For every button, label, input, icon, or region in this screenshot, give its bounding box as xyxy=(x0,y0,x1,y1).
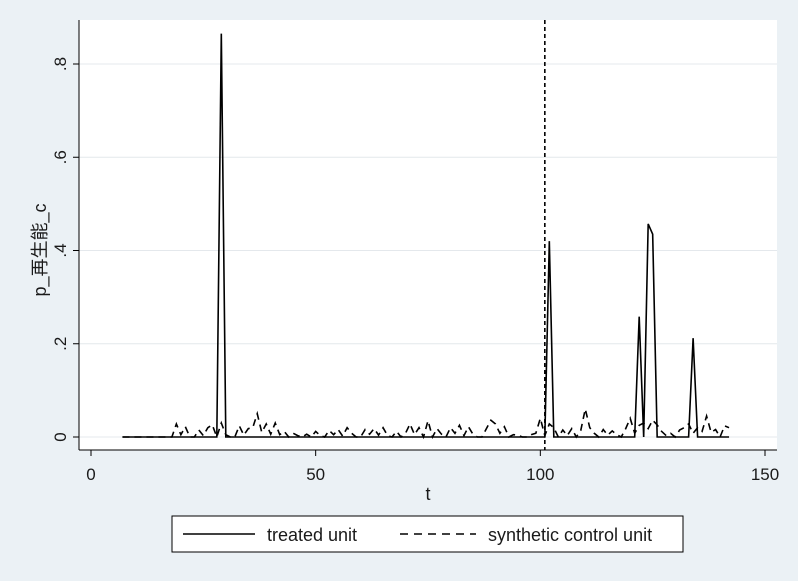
x-tick-label: 100 xyxy=(526,465,554,484)
x-tick-label: 0 xyxy=(86,465,95,484)
y-axis-title: p_再生能_c xyxy=(30,203,51,296)
y-tick-label: .8 xyxy=(51,57,70,71)
y-axis-ticks: 0 .2 .4 .6 .8 xyxy=(51,57,79,442)
x-axis-title: t xyxy=(425,484,430,504)
y-tick-label: 0 xyxy=(51,432,70,441)
y-tick-label: .2 xyxy=(51,337,70,351)
legend-label-treated: treated unit xyxy=(267,525,357,545)
x-axis-ticks: 0 50 100 150 xyxy=(86,450,779,484)
y-tick-label: .6 xyxy=(51,150,70,164)
series-layer xyxy=(122,33,730,440)
legend-box xyxy=(171,515,684,553)
x-tick-label: 50 xyxy=(306,465,325,484)
plot-area xyxy=(79,20,777,450)
legend: treated unit synthetic control unit xyxy=(171,515,684,553)
x-tick-label: 150 xyxy=(751,465,779,484)
legend-label-synthetic: synthetic control unit xyxy=(488,525,652,545)
y-tick-label: .4 xyxy=(51,243,70,257)
series-line-synthetic xyxy=(122,408,730,440)
series-line-treated xyxy=(122,33,730,438)
